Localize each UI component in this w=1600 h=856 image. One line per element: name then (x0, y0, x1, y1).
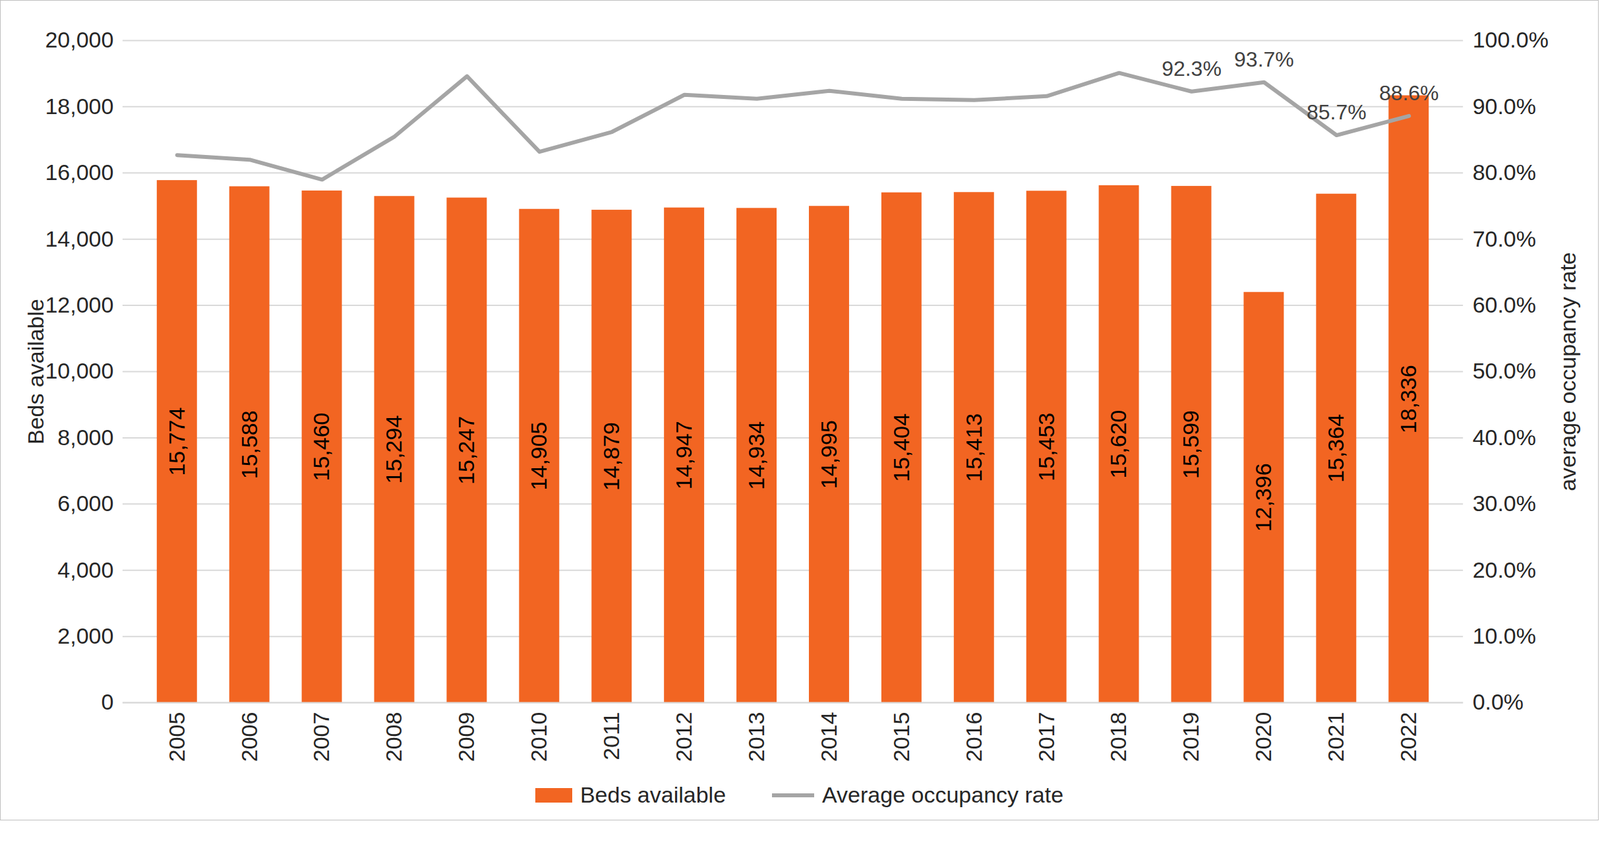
svg-text:12,396: 12,396 (1250, 462, 1276, 532)
svg-text:14,934: 14,934 (743, 421, 769, 490)
svg-text:average occupancy rate: average occupancy rate (1555, 251, 1581, 492)
svg-text:15,620: 15,620 (1105, 410, 1131, 479)
svg-text:2008: 2008 (381, 711, 407, 763)
svg-text:2005: 2005 (164, 711, 190, 763)
svg-text:80.0%: 80.0% (1472, 159, 1537, 185)
svg-text:10.0%: 10.0% (1472, 622, 1537, 649)
svg-text:2006: 2006 (236, 711, 262, 763)
svg-text:20.0%: 20.0% (1472, 557, 1537, 583)
svg-text:15,247: 15,247 (453, 415, 479, 485)
svg-text:2020: 2020 (1250, 711, 1276, 763)
svg-text:2009: 2009 (453, 711, 479, 763)
svg-text:15,774: 15,774 (164, 407, 190, 476)
svg-text:2014: 2014 (816, 711, 842, 763)
svg-text:20,000: 20,000 (44, 27, 114, 53)
svg-text:0: 0 (100, 688, 114, 714)
svg-text:16,000: 16,000 (44, 159, 114, 185)
svg-text:15,599: 15,599 (1178, 410, 1204, 479)
svg-text:15,453: 15,453 (1033, 412, 1059, 482)
svg-text:0.0%: 0.0% (1472, 688, 1524, 714)
html-text:Average occupancy rate: Average occupancy rate (822, 781, 1064, 807)
svg-text:15,294: 15,294 (381, 415, 407, 484)
svg-text:14,995: 14,995 (816, 419, 842, 489)
svg-text:15,364: 15,364 (1323, 414, 1349, 483)
svg-text:2021: 2021 (1323, 711, 1349, 763)
svg-text:Beds available: Beds available (23, 298, 49, 445)
svg-text:6,000: 6,000 (57, 490, 114, 516)
svg-text:2010: 2010 (526, 711, 552, 763)
svg-text:18,000: 18,000 (44, 93, 114, 119)
svg-text:100.0%: 100.0% (1472, 27, 1549, 53)
svg-text:8,000: 8,000 (57, 424, 114, 450)
svg-text:15,588: 15,588 (236, 410, 262, 479)
svg-text:14,905: 14,905 (526, 421, 552, 490)
svg-text:14,947: 14,947 (671, 420, 697, 490)
svg-text:90.0%: 90.0% (1472, 93, 1537, 119)
svg-text:2011: 2011 (598, 711, 624, 761)
svg-text:18,336: 18,336 (1395, 364, 1421, 434)
svg-text:70.0%: 70.0% (1472, 226, 1537, 252)
svg-text:2015: 2015 (888, 711, 914, 763)
svg-text:85.7%: 85.7% (1306, 100, 1367, 124)
svg-text:60.0%: 60.0% (1472, 292, 1537, 318)
svg-text:2013: 2013 (743, 711, 769, 763)
svg-text:50.0%: 50.0% (1472, 357, 1537, 384)
svg-text:2018: 2018 (1105, 711, 1131, 763)
html-text:Beds available: Beds available (580, 781, 726, 807)
svg-text:2012: 2012 (671, 711, 697, 763)
svg-text:92.3%: 92.3% (1161, 56, 1222, 81)
svg-text:30.0%: 30.0% (1472, 490, 1537, 516)
svg-text:93.7%: 93.7% (1234, 47, 1295, 72)
svg-text:2019: 2019 (1178, 711, 1204, 763)
svg-text:14,879: 14,879 (598, 421, 624, 491)
svg-text:15,404: 15,404 (888, 413, 914, 482)
svg-text:10,000: 10,000 (44, 357, 114, 384)
svg-text:88.6%: 88.6% (1379, 81, 1440, 105)
svg-text:14,000: 14,000 (44, 226, 114, 252)
svg-text:2022: 2022 (1395, 711, 1421, 763)
svg-text:2016: 2016 (961, 711, 987, 763)
svg-text:4,000: 4,000 (57, 557, 114, 583)
svg-text:15,460: 15,460 (308, 412, 334, 482)
svg-text:40.0%: 40.0% (1472, 424, 1537, 450)
svg-text:2,000: 2,000 (57, 622, 114, 649)
svg-text:2017: 2017 (1033, 711, 1059, 763)
svg-text:15,413: 15,413 (961, 413, 987, 482)
svg-text:12,000: 12,000 (44, 292, 114, 318)
svg-text:2007: 2007 (308, 711, 334, 763)
